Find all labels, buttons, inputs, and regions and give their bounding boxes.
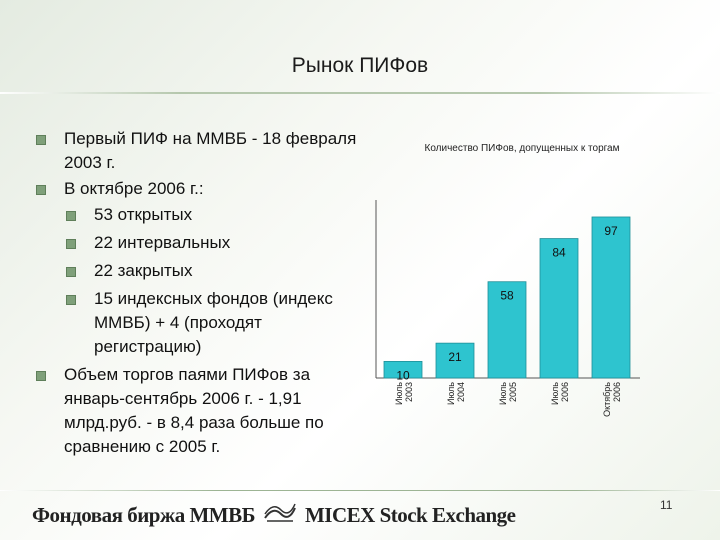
bullet-text: Первый ПИФ на ММВБ - 18 февраля 2003 г. [64, 129, 357, 172]
bullet-list: Первый ПИФ на ММВБ - 18 февраля 2003 г. … [36, 127, 366, 461]
chart-title: Количество ПИФов, допущенных к торгам [424, 143, 620, 154]
exchange-logo: Фондовая биржа ММВБ MICEX Stock Exchange [32, 500, 516, 530]
x-tick-label: Июль [394, 382, 404, 405]
data-label: 21 [448, 350, 462, 364]
data-label: 97 [604, 224, 618, 238]
bar [591, 216, 631, 379]
bullet-text: 22 интервальных [94, 233, 231, 252]
slide-title: Рынок ПИФов [291, 54, 429, 77]
bullet-text: В октябре 2006 г.: [64, 179, 204, 198]
bar [539, 238, 579, 379]
title-divider [0, 92, 720, 94]
bullet-text: 22 закрытых [94, 261, 193, 280]
bullet-item: В октябре 2006 г.: [36, 177, 366, 201]
bar [383, 360, 423, 379]
data-label: 58 [500, 289, 514, 303]
bullet-square-icon [66, 211, 76, 221]
bullet-square-icon [66, 295, 76, 305]
micex-logo-icon [263, 502, 297, 528]
bullet-square-icon [36, 135, 46, 145]
page-number: 11 [660, 498, 673, 512]
logo-text-ru: Фондовая биржа ММВБ [32, 502, 255, 527]
data-label: 10 [396, 368, 410, 382]
sub-bullet-item: 15 индексных фондов (индекс ММВБ) + 4 (п… [36, 287, 366, 359]
x-tick-label: Июль [498, 382, 508, 405]
sub-bullet-item: 22 закрытых [36, 259, 366, 283]
x-tick-label: Июль [446, 382, 456, 405]
bullet-square-icon [36, 185, 46, 195]
bullet-item: Первый ПИФ на ММВБ - 18 февраля 2003 г. [36, 127, 366, 175]
bar [435, 342, 475, 379]
bullet-text: Объем торгов паями ПИФов за январь-сентя… [64, 365, 324, 456]
bullet-text: 15 индексных фондов (индекс ММВБ) + 4 (п… [94, 289, 333, 356]
x-tick-label: 2006 [612, 382, 622, 402]
x-tick-label: Июль [550, 382, 560, 405]
bullet-square-icon [66, 239, 76, 249]
footer-divider [0, 490, 720, 491]
sub-bullet-item: 53 открытых [36, 203, 366, 227]
logo-text-en: MICEX Stock Exchange [304, 502, 516, 527]
bar [487, 281, 527, 379]
data-label: 84 [552, 246, 566, 260]
x-tick-label: Октябрь [602, 382, 612, 417]
bullet-square-icon [36, 371, 46, 381]
bullet-item: Объем торгов паями ПИФов за январь-сентя… [36, 363, 366, 459]
x-tick-label: 2005 [508, 382, 518, 402]
x-tick-label: 2004 [456, 382, 466, 402]
bullet-square-icon [66, 267, 76, 277]
x-tick-label: 2006 [560, 382, 570, 402]
sub-bullet-item: 22 интервальных [36, 231, 366, 255]
bullet-text: 53 открытых [94, 205, 193, 224]
x-tick-label: 2003 [404, 382, 414, 402]
